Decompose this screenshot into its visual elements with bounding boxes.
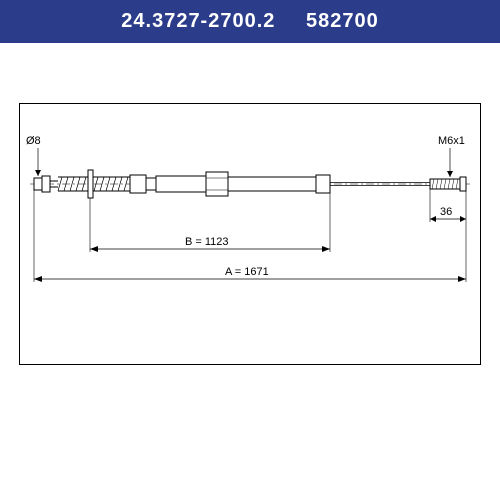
ferrule-1 xyxy=(130,175,146,193)
stopper-disc xyxy=(88,170,93,198)
sheath-1 xyxy=(156,176,206,192)
hex-block xyxy=(206,172,228,196)
part-code: 582700 xyxy=(306,10,379,32)
technical-diagram: Ø8 M6x1 36 B = 1123 xyxy=(19,103,481,365)
dim-36: 36 xyxy=(440,206,452,218)
cable-drawing: Ø8 M6x1 36 B = 1123 xyxy=(20,104,480,364)
left-diameter-label: Ø8 xyxy=(26,135,41,147)
header-bar: 24.3727-2700.2 582700 xyxy=(0,0,500,43)
container: 24.3727-2700.2 582700 xyxy=(0,0,500,500)
right-threaded-end xyxy=(430,177,466,191)
dim-a: A = 1671 xyxy=(225,266,269,278)
right-thread-label: M6x1 xyxy=(438,135,465,147)
sheath-2 xyxy=(228,177,316,191)
left-fitting xyxy=(34,176,58,192)
part-number: 24.3727-2700.2 xyxy=(121,10,275,32)
ferrule-2 xyxy=(316,175,330,193)
dim-b: B = 1123 xyxy=(185,236,229,248)
ferrule-1b xyxy=(146,178,156,190)
